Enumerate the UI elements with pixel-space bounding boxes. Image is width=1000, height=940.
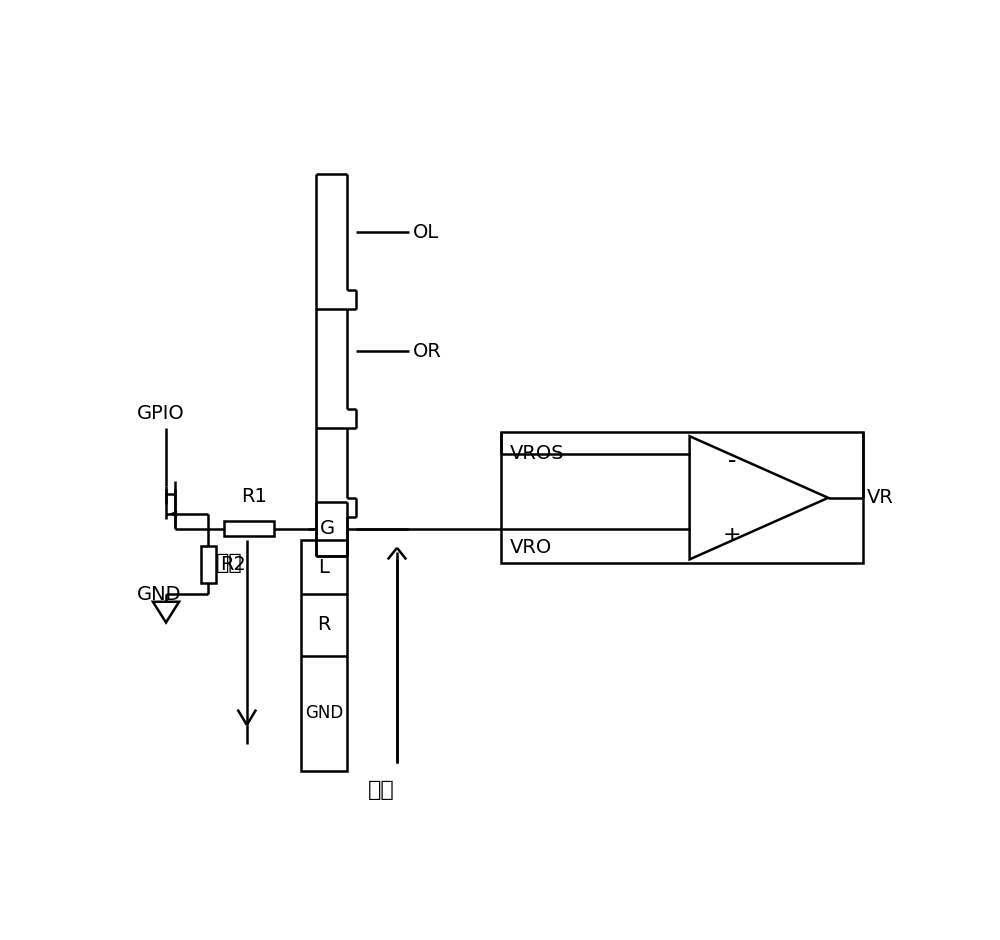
Bar bbox=[201, 545, 216, 583]
Text: GPIO: GPIO bbox=[137, 403, 184, 423]
Text: +: + bbox=[723, 525, 741, 545]
Bar bbox=[301, 540, 347, 771]
Text: VROS: VROS bbox=[510, 445, 565, 463]
Text: GND: GND bbox=[137, 585, 181, 603]
Text: R: R bbox=[317, 616, 331, 635]
Text: 拔出: 拔出 bbox=[216, 554, 243, 573]
Text: -: - bbox=[728, 448, 736, 473]
Text: 插入: 插入 bbox=[368, 780, 395, 800]
Text: VR: VR bbox=[867, 488, 894, 508]
Text: R1: R1 bbox=[241, 487, 267, 506]
Text: R2: R2 bbox=[220, 555, 246, 573]
Bar bbox=[224, 521, 274, 537]
Text: G: G bbox=[320, 519, 335, 538]
Text: VRO: VRO bbox=[510, 539, 552, 557]
Bar bbox=[501, 432, 863, 563]
Text: GND: GND bbox=[305, 704, 343, 723]
Text: L: L bbox=[318, 557, 329, 576]
Text: OR: OR bbox=[412, 342, 441, 361]
Text: OL: OL bbox=[412, 223, 439, 242]
